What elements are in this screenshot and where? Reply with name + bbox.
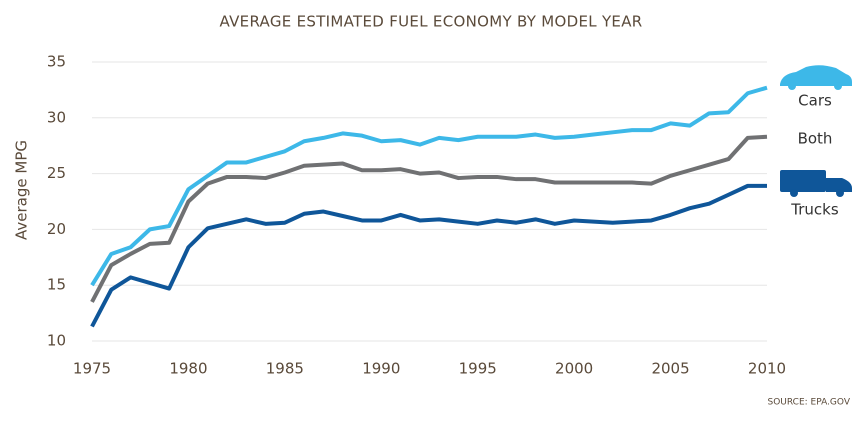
y-axis-label: Average MPG bbox=[13, 140, 31, 240]
y-tick-label: 35 bbox=[47, 53, 66, 71]
y-tick-label: 30 bbox=[47, 108, 66, 126]
y-tick-label: 25 bbox=[47, 164, 66, 182]
series-line bbox=[90, 85, 768, 287]
legend-label: Both bbox=[798, 130, 833, 148]
x-tick-label: 1975 bbox=[73, 360, 111, 378]
legend-label: Trucks bbox=[790, 201, 839, 219]
x-tick-label: 1980 bbox=[169, 360, 207, 378]
y-tick-label: 10 bbox=[47, 332, 66, 350]
legend-label: Cars bbox=[798, 92, 832, 110]
chart-title: AVERAGE ESTIMATED FUEL ECONOMY BY MODEL … bbox=[220, 13, 643, 31]
y-tick-label: 15 bbox=[47, 276, 66, 294]
y-tick-label: 20 bbox=[47, 220, 66, 238]
x-tick-label: 1985 bbox=[266, 360, 304, 378]
series-line bbox=[90, 183, 767, 328]
truck-icon bbox=[780, 170, 852, 197]
source: SOURCE: EPA.GOV bbox=[767, 398, 850, 408]
series-line bbox=[90, 134, 768, 303]
x-tick-label: 2010 bbox=[748, 360, 786, 378]
car-icon bbox=[780, 65, 852, 90]
x-tick-label: 2000 bbox=[555, 360, 593, 378]
x-tick-label: 1990 bbox=[362, 360, 400, 378]
x-tick-label: 2005 bbox=[651, 360, 689, 378]
x-tick-label: 1995 bbox=[459, 360, 497, 378]
